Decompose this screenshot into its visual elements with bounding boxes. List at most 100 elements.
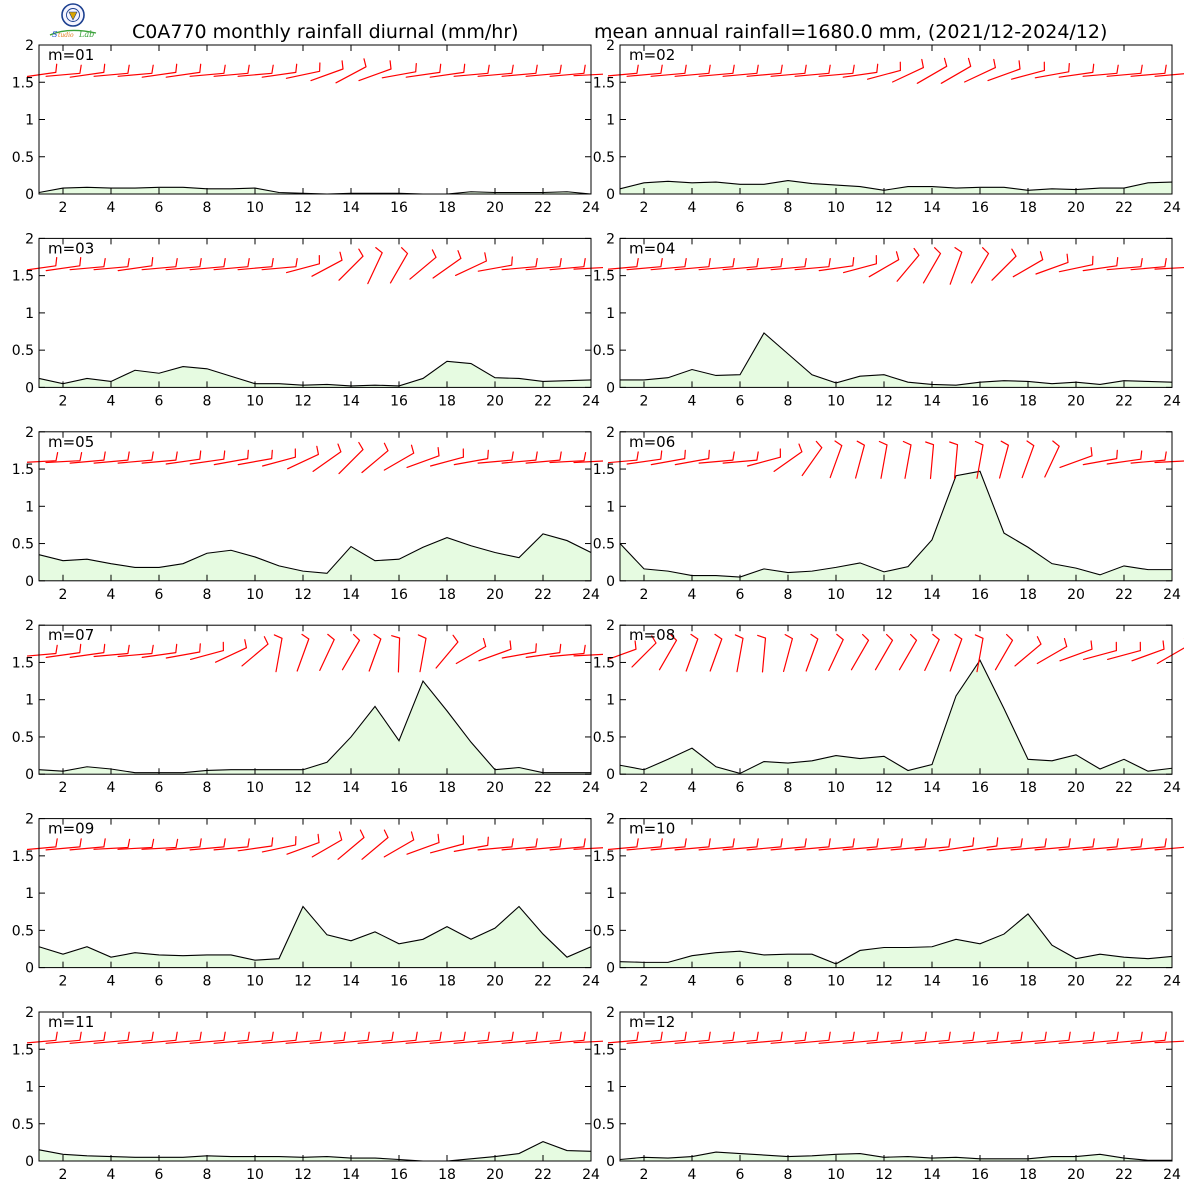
y-tick-label: 2 bbox=[606, 1005, 615, 1021]
x-tick-label: 2 bbox=[59, 393, 68, 409]
x-tick-label: 20 bbox=[486, 780, 504, 796]
wind-barb bbox=[698, 451, 735, 464]
rainfall-area bbox=[620, 333, 1172, 388]
wind-barb bbox=[215, 639, 247, 663]
y-tick-label: 0.5 bbox=[593, 537, 615, 553]
wind-barb bbox=[213, 1031, 250, 1044]
wind-barb bbox=[1082, 1031, 1119, 1044]
x-tick-label: 18 bbox=[438, 393, 456, 409]
y-tick-label: 1 bbox=[25, 886, 34, 902]
x-tick-label: 18 bbox=[438, 587, 456, 603]
wind-barb bbox=[674, 838, 711, 851]
wind-barb bbox=[794, 64, 831, 77]
wind-barb bbox=[794, 258, 831, 271]
wind-barb bbox=[770, 258, 807, 271]
x-tick-label: 12 bbox=[294, 974, 312, 990]
x-tick-label: 12 bbox=[294, 200, 312, 216]
y-tick-label: 0.5 bbox=[593, 1117, 615, 1133]
x-tick-label: 12 bbox=[294, 587, 312, 603]
y-tick-label: 2 bbox=[25, 618, 34, 634]
x-tick-label: 8 bbox=[784, 1167, 793, 1183]
wind-barb bbox=[406, 447, 440, 468]
y-tick-label: 0 bbox=[606, 961, 615, 977]
x-tick-label: 6 bbox=[736, 200, 745, 216]
wind-barb bbox=[141, 258, 178, 271]
wind-barb bbox=[93, 838, 131, 850]
x-tick-label: 16 bbox=[390, 200, 408, 216]
panel-m=01: 00.511.522 4 6 8 10 12 14 16 18 20 22 24m=01 bbox=[12, 38, 603, 216]
y-tick-label: 1 bbox=[606, 693, 615, 709]
x-tick-label: 6 bbox=[155, 974, 164, 990]
x-tick-label: 24 bbox=[582, 200, 600, 216]
x-tick-label: 2 bbox=[59, 974, 68, 990]
wind-barb bbox=[45, 64, 82, 77]
wind-barb bbox=[1106, 258, 1143, 271]
wind-barb bbox=[1058, 1031, 1095, 1044]
wind-barb bbox=[1082, 257, 1119, 272]
rainfall-area bbox=[39, 681, 591, 775]
wind-barb bbox=[940, 57, 972, 84]
y-tick-label: 0.5 bbox=[12, 150, 34, 166]
rainfall-area bbox=[39, 187, 591, 194]
wind-barb bbox=[801, 440, 823, 477]
wind-barb bbox=[501, 1031, 538, 1044]
wind-barb bbox=[341, 633, 361, 671]
wind-barb bbox=[117, 257, 154, 272]
wind-barb bbox=[117, 1031, 154, 1044]
x-tick-label: 8 bbox=[203, 393, 212, 409]
figure-title-left: C0A770 monthly rainfall diurnal (mm/hr) bbox=[132, 21, 519, 43]
y-tick-label: 2 bbox=[606, 618, 615, 634]
y-tick-label: 1 bbox=[606, 113, 615, 129]
wind-barb bbox=[93, 258, 130, 271]
wind-barb bbox=[818, 257, 855, 272]
wind-barb bbox=[867, 61, 901, 80]
rainfall-area bbox=[620, 180, 1172, 194]
x-tick-label: 20 bbox=[486, 587, 504, 603]
x-tick-label: 14 bbox=[342, 1167, 360, 1183]
x-tick-label: 8 bbox=[784, 780, 793, 796]
wind-barb bbox=[237, 1031, 274, 1044]
x-tick-label: 6 bbox=[736, 1167, 745, 1183]
wind-barb bbox=[453, 449, 489, 466]
x-tick-label: 22 bbox=[534, 974, 552, 990]
x-tick-label: 8 bbox=[784, 587, 793, 603]
wind-barb bbox=[69, 643, 106, 658]
panel-label: m=12 bbox=[629, 1013, 675, 1031]
wind-barb bbox=[949, 633, 963, 672]
wind-barb bbox=[383, 831, 415, 858]
wind-barb bbox=[549, 644, 586, 658]
wind-barb bbox=[389, 247, 409, 284]
wind-barb bbox=[722, 258, 759, 271]
wind-barb bbox=[189, 64, 226, 77]
x-tick-label: 16 bbox=[390, 780, 408, 796]
wind-barb bbox=[141, 643, 178, 658]
wind-barb bbox=[1012, 251, 1044, 278]
x-tick-label: 16 bbox=[971, 393, 989, 409]
x-tick-label: 24 bbox=[582, 780, 600, 796]
wind-barb bbox=[453, 836, 489, 852]
x-tick-label: 18 bbox=[438, 1167, 456, 1183]
wind-barb bbox=[549, 452, 587, 464]
wind-barb bbox=[117, 451, 154, 464]
y-tick-label: 1.5 bbox=[593, 655, 615, 671]
wind-barb bbox=[117, 644, 154, 658]
x-tick-label: 12 bbox=[875, 587, 893, 603]
wind-barb bbox=[770, 838, 807, 851]
wind-barb bbox=[650, 449, 686, 466]
y-tick-label: 1.5 bbox=[593, 849, 615, 865]
wind-barb bbox=[501, 838, 538, 851]
rainfall-area bbox=[39, 361, 591, 388]
x-tick-label: 22 bbox=[534, 780, 552, 796]
x-tick-label: 10 bbox=[246, 780, 264, 796]
wind-barb bbox=[783, 634, 793, 672]
x-tick-label: 14 bbox=[342, 200, 360, 216]
y-tick-label: 1.5 bbox=[12, 849, 34, 865]
wind-barb bbox=[93, 64, 130, 77]
panel-m=12: 00.511.522 4 6 8 10 12 14 16 18 20 22 24m=12 bbox=[593, 1005, 1184, 1183]
rainfall-line bbox=[619, 659, 1173, 775]
wind-barb bbox=[1011, 61, 1045, 80]
x-tick-label: 24 bbox=[582, 974, 600, 990]
x-tick-label: 12 bbox=[875, 200, 893, 216]
wind-barb bbox=[842, 63, 879, 78]
wind-barb bbox=[405, 1031, 442, 1044]
